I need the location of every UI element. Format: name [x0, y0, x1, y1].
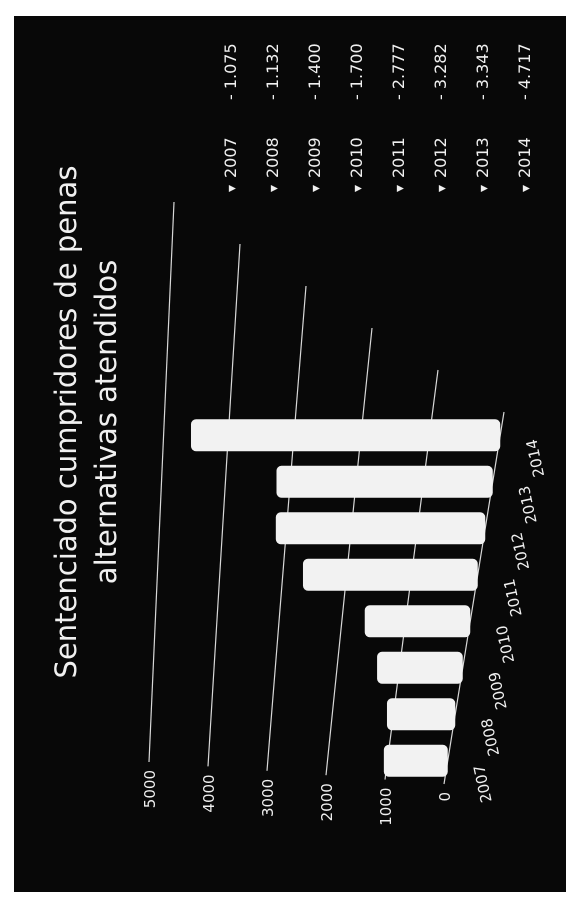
- chart-frame: Sentenciado cumpridores de penas alterna…: [14, 16, 566, 892]
- grid-line-2000: [325, 327, 373, 776]
- chart-title-line-2: alternativas atendidos: [89, 260, 123, 584]
- bar-2007: [383, 744, 448, 777]
- y-axis-ticks: 0 1000 2000 3000 4000 5000: [141, 770, 454, 826]
- legend-value-2011: - 2.777: [389, 43, 408, 100]
- grid-line-5000: [148, 201, 175, 763]
- legend-year-2010: 2010: [347, 137, 366, 178]
- legend-marker-icon: ▾: [308, 185, 324, 192]
- legend-year-2012: 2012: [431, 137, 450, 178]
- x-tick-label-2008: 2008: [478, 717, 504, 758]
- legend-marker-icon: ▾: [224, 185, 240, 192]
- bar-2010: [364, 605, 471, 638]
- legend-value-2013: - 3.343: [473, 43, 492, 100]
- legend-marker-icon: ▾: [518, 185, 534, 192]
- legend-year-2009: 2009: [305, 137, 324, 178]
- legend-marker-icon: ▾: [266, 185, 282, 192]
- x-tick-label-2007: 2007: [470, 763, 496, 804]
- legend-value-2008: - 1.132: [263, 43, 282, 100]
- y-tick-label-5000: 5000: [141, 770, 159, 808]
- legend-year-2014: 2014: [515, 137, 534, 178]
- bar-2011: [302, 558, 478, 591]
- legend-marker-icon: ▾: [476, 185, 492, 192]
- bar-2013: [276, 465, 493, 498]
- legend-value-2009: - 1.400: [305, 43, 324, 100]
- legend-year-2013: 2013: [473, 137, 492, 178]
- legend-marker-icon: ▾: [434, 185, 450, 192]
- y-tick-label-2000: 2000: [318, 783, 336, 821]
- bar-2014: [190, 419, 501, 452]
- legend-year-2008: 2008: [263, 137, 282, 178]
- y-tick-label-4000: 4000: [200, 774, 218, 812]
- legend-value-2014: - 4.717: [515, 43, 534, 100]
- x-tick-label-2012: 2012: [508, 531, 534, 572]
- legend-marker-icon: ▾: [392, 185, 408, 192]
- chart-title-line-1: Sentenciado cumpridores de penas: [49, 166, 83, 679]
- y-tick-label-1000: 1000: [377, 788, 395, 826]
- x-tick-label-2009: 2009: [485, 670, 511, 711]
- legend-year-2007: 2007: [221, 137, 240, 178]
- x-tick-label-2010: 2010: [493, 624, 519, 665]
- legend-value-2007: - 1.075: [221, 43, 240, 100]
- legend-value-2010: - 1.700: [347, 43, 366, 100]
- y-tick-label-0: 0: [436, 792, 454, 802]
- x-tick-label-2013: 2013: [515, 484, 541, 525]
- grid-line-4000: [207, 243, 241, 767]
- bar-2009: [377, 651, 463, 684]
- legend: ▾ 2007 - 1.075 ▾ 2008 - 1.132 ▾ 2009 - 1.400 ▾ 201…: [221, 43, 534, 192]
- bar-2008: [386, 698, 456, 731]
- bar-chart: Sentenciado cumpridores de penas alterna…: [49, 43, 549, 826]
- x-tick-label-2011: 2011: [500, 577, 526, 618]
- legend-year-2011: 2011: [389, 137, 408, 178]
- bars: [190, 419, 501, 777]
- legend-value-2012: - 3.282: [431, 43, 450, 100]
- legend-marker-icon: ▾: [350, 185, 366, 192]
- x-tick-label-2014: 2014: [523, 438, 549, 479]
- y-tick-label-3000: 3000: [259, 779, 277, 817]
- bar-2012: [275, 512, 486, 545]
